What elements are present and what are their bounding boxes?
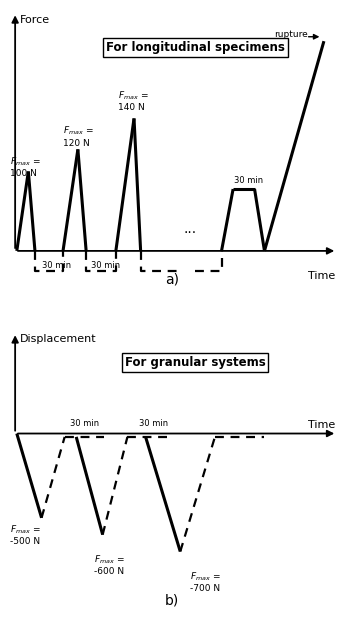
Text: 30 min: 30 min (42, 261, 71, 270)
Text: $F_{max}$ =
-600 N: $F_{max}$ = -600 N (94, 554, 125, 576)
Text: Time: Time (308, 420, 335, 430)
Text: b): b) (165, 593, 179, 607)
Text: Displacement: Displacement (20, 334, 97, 344)
Text: Force: Force (20, 15, 50, 25)
Text: 30 min: 30 min (69, 419, 99, 428)
Text: $F_{max}$ =
140 N: $F_{max}$ = 140 N (118, 89, 148, 112)
Text: Time: Time (308, 271, 335, 281)
Text: ...: ... (184, 222, 197, 236)
Text: For granular systems: For granular systems (125, 356, 266, 369)
Text: 30 min: 30 min (234, 176, 263, 185)
Text: $F_{max}$ =
-700 N: $F_{max}$ = -700 N (190, 571, 221, 593)
Text: $F_{max}$ =
120 N: $F_{max}$ = 120 N (63, 125, 94, 148)
Text: $F_{max}$ =
100 N: $F_{max}$ = 100 N (10, 156, 40, 178)
Text: For longitudinal specimens: For longitudinal specimens (106, 41, 284, 54)
Text: a): a) (165, 272, 179, 286)
Text: 30 min: 30 min (139, 419, 168, 428)
Text: 30 min: 30 min (91, 261, 120, 270)
Text: rupture: rupture (275, 30, 308, 39)
Text: $F_{max}$ =
-500 N: $F_{max}$ = -500 N (10, 523, 40, 546)
